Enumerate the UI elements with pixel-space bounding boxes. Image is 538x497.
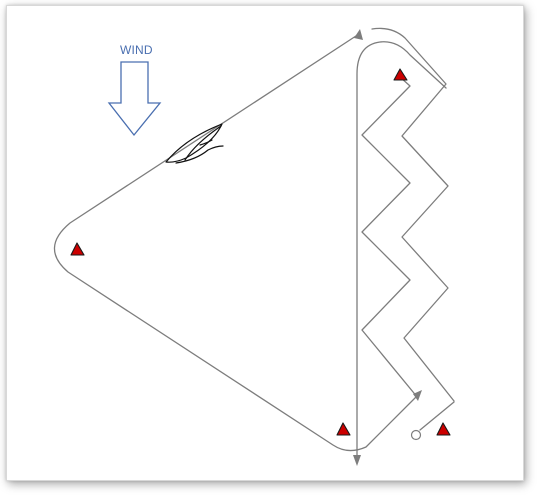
diagram-frame <box>6 5 524 481</box>
wind-arrow-icon <box>107 61 162 137</box>
course-line-start-tail <box>419 401 455 431</box>
sailboat-icon <box>165 123 224 164</box>
course-line-run <box>356 41 447 459</box>
wind-label: WIND <box>120 43 153 57</box>
start-circle-icon <box>410 429 422 441</box>
mark-left-icon <box>70 242 85 256</box>
course-line-triangle <box>53 33 419 452</box>
course-line-beat-outer <box>371 27 455 402</box>
mark-top-icon <box>393 68 408 81</box>
course-line-beat-inner <box>361 76 419 399</box>
arrowhead-icon <box>413 390 422 401</box>
arrowhead-icon <box>353 455 361 466</box>
mark-bottom-icon <box>336 422 351 436</box>
mark-start-icon <box>436 422 451 436</box>
arrowhead-icon <box>354 29 363 40</box>
